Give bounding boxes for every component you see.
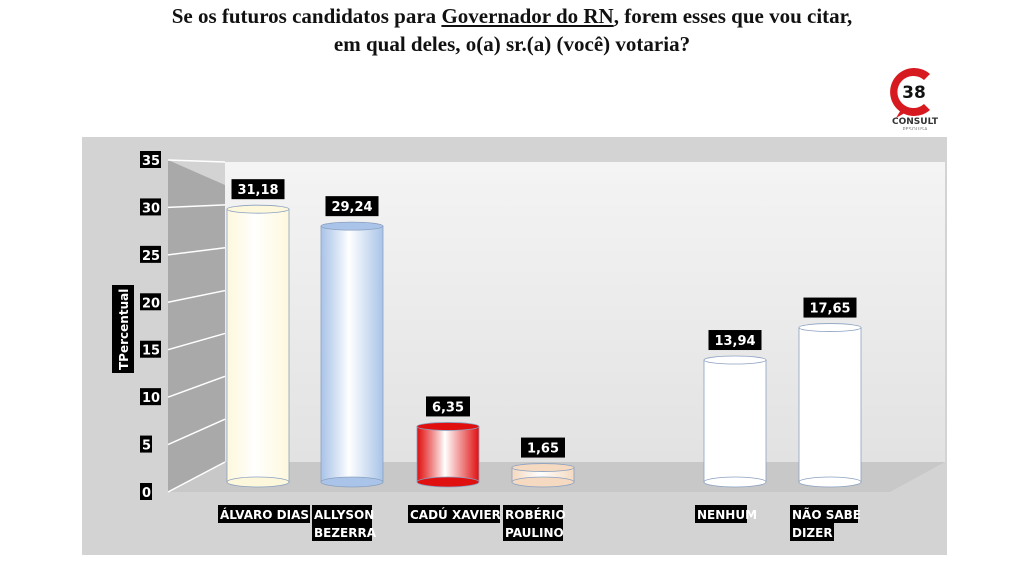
svg-text:ALLYSON: ALLYSON <box>314 508 374 522</box>
svg-text:CONSULT: CONSULT <box>892 117 939 127</box>
svg-text:25: 25 <box>142 249 160 264</box>
bar <box>703 355 767 488</box>
svg-text:DIZER: DIZER <box>792 526 833 540</box>
svg-text:PESQUISA: PESQUISA <box>902 127 928 130</box>
y-tick-label: 35 <box>140 151 161 169</box>
svg-text:PAULINO: PAULINO <box>505 526 564 540</box>
data-label: 1,65 <box>521 437 565 458</box>
title-line-2: em qual deles, o(a) sr.(a) (você) votari… <box>333 32 691 56</box>
y-tick-label: 5 <box>140 435 152 454</box>
bar <box>511 463 575 488</box>
svg-text:1,65: 1,65 <box>527 442 559 457</box>
bar <box>416 422 480 488</box>
data-label: 13,94 <box>708 330 762 351</box>
x-tick-label: CADÚ XAVIER <box>408 505 501 523</box>
x-tick-label: NÃO SABE DIZER <box>790 505 861 541</box>
svg-text:38: 38 <box>902 83 926 103</box>
y-tick-label: 30 <box>140 198 161 216</box>
svg-text:5: 5 <box>142 439 151 454</box>
svg-text:31,18: 31,18 <box>237 183 278 198</box>
svg-text:15: 15 <box>142 344 160 359</box>
title-text: Se os futuros candidatos para <box>171 4 442 28</box>
svg-text:NÃO SABE: NÃO SABE <box>792 507 861 522</box>
bar <box>320 221 384 488</box>
svg-text:BEZERRA: BEZERRA <box>314 526 377 540</box>
svg-text:6,35: 6,35 <box>432 400 464 415</box>
svg-text:ÁLVARO DIAS: ÁLVARO DIAS <box>220 507 309 522</box>
gridline <box>167 204 226 209</box>
svg-text:CADÚ XAVIER: CADÚ XAVIER <box>410 507 501 522</box>
consult-logo: 38 CONSULT PESQUISA <box>890 68 939 130</box>
y-tick-label: 20 <box>140 293 161 311</box>
title-text-end: , forem esses que vou citar, <box>613 4 853 28</box>
y-tick-label: 25 <box>140 245 161 264</box>
svg-text:0: 0 <box>142 486 151 501</box>
y-tick-label: 0 <box>140 483 152 501</box>
x-tick-label: ALLYSON BEZERRA <box>312 505 377 541</box>
y-axis-label: TPercentual <box>112 285 134 373</box>
x-tick-label: ROBÉRIO PAULINO <box>503 505 566 541</box>
gridline <box>167 461 226 493</box>
gridline <box>167 418 226 446</box>
side-wall <box>168 160 225 492</box>
svg-text:20: 20 <box>142 296 160 311</box>
bar <box>798 323 862 488</box>
svg-text:13,94: 13,94 <box>714 334 755 349</box>
bar <box>226 204 290 488</box>
data-label: 29,24 <box>325 196 379 217</box>
y-tick-label: 10 <box>140 388 161 406</box>
svg-text:ROBÉRIO: ROBÉRIO <box>505 507 566 522</box>
svg-text:TPercentual: TPercentual <box>117 289 131 370</box>
data-label: 17,65 <box>803 297 857 318</box>
x-tick-label: NENHUM <box>695 505 757 523</box>
y-tick-label: 15 <box>140 340 161 359</box>
svg-text:17,65: 17,65 <box>809 302 850 317</box>
x-tick-label: ÁLVARO DIAS <box>218 505 310 523</box>
data-label: 6,35 <box>426 396 470 417</box>
gridline <box>167 159 226 163</box>
svg-text:35: 35 <box>142 154 160 169</box>
gridline <box>167 246 226 256</box>
gridline <box>167 289 226 304</box>
title-underlined: Governador do RN <box>441 4 614 28</box>
svg-text:NENHUM: NENHUM <box>697 508 757 522</box>
gridline <box>167 375 226 398</box>
chart-title: Se os futuros candidatos para Governador… <box>0 2 1024 58</box>
data-label: 31,18 <box>231 179 285 200</box>
gridline <box>167 332 226 351</box>
svg-text:29,24: 29,24 <box>331 200 372 215</box>
svg-text:10: 10 <box>142 391 160 406</box>
svg-text:30: 30 <box>142 201 160 216</box>
